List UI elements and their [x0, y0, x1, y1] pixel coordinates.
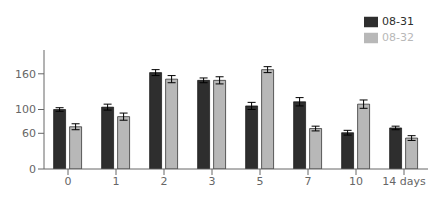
svg-text:60: 60 — [22, 127, 36, 140]
svg-text:7: 7 — [305, 175, 312, 188]
html-text:08-32: 08-32 — [382, 31, 414, 44]
svg-text:5: 5 — [257, 175, 264, 188]
svg-text:2: 2 — [161, 175, 168, 188]
svg-text:0: 0 — [65, 175, 72, 188]
svg-text:0: 0 — [29, 163, 36, 176]
html-text:08-31: 08-31 — [382, 15, 414, 28]
svg-text:1: 1 — [113, 175, 120, 188]
svg-text:3: 3 — [209, 175, 216, 188]
svg-text:160: 160 — [15, 68, 36, 81]
svg-text:100: 100 — [15, 103, 36, 116]
svg-text:14 days: 14 days — [382, 175, 426, 188]
svg-text:10: 10 — [349, 175, 363, 188]
